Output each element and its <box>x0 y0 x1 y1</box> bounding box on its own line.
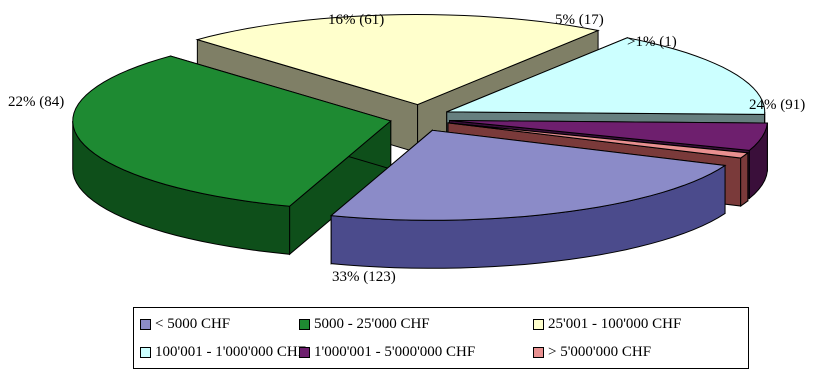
legend-label-0: < 5000 CHF <box>155 316 231 332</box>
legend-swatch-1 <box>299 319 310 330</box>
legend-swatch-2 <box>533 319 544 330</box>
pie-slice-0-top <box>329 129 727 221</box>
pie-chart <box>72 14 768 269</box>
legend-item-1: 5000 - 25'000 CHF <box>299 317 430 332</box>
legend-item-5: > 5'000'000 CHF <box>533 345 651 360</box>
pie-slice-1 <box>72 55 392 256</box>
data-label-1: 33% (123) <box>332 269 396 285</box>
legend-label-1: 5000 - 25'000 CHF <box>314 316 430 332</box>
legend-item-2: 25'001 - 100'000 CHF <box>533 317 681 332</box>
legend-label-2: 25'001 - 100'000 CHF <box>548 316 682 332</box>
data-label-0: 24% (91) <box>749 97 806 113</box>
pie-slice-2-top <box>195 14 600 106</box>
pie-slice-1-top <box>72 55 392 207</box>
data-label-2: 22% (84) <box>8 94 65 110</box>
chart-legend: < 5000 CHF 5000 - 25'000 CHF 25'001 - 10… <box>133 307 749 369</box>
legend-label-3: 100'001 - 1'000'000 CHF <box>155 344 307 360</box>
pie-slice-5-side-1 <box>740 151 749 208</box>
pie-slice-5-top <box>447 122 750 159</box>
pie-slice-4-top <box>449 119 768 151</box>
data-label-3: 16% (61) <box>328 12 385 28</box>
legend-swatch-5 <box>533 347 544 358</box>
legend-swatch-4 <box>299 347 310 358</box>
legend-swatch-3 <box>140 347 151 358</box>
pie-slice-0 <box>329 129 727 269</box>
legend-label-4: 1'000'001 - 5'000'000 CHF <box>314 344 476 360</box>
pie-slice-3-top <box>446 37 766 115</box>
legend-item-3: 100'001 - 1'000'000 CHF <box>140 345 306 360</box>
data-label-5: >1% (1) <box>627 34 677 50</box>
legend-item-0: < 5000 CHF <box>140 317 230 332</box>
legend-label-5: > 5'000'000 CHF <box>548 344 652 360</box>
legend-item-4: 1'000'001 - 5'000'000 CHF <box>299 345 475 360</box>
data-label-4: 5% (17) <box>555 12 604 28</box>
legend-swatch-0 <box>140 319 151 330</box>
